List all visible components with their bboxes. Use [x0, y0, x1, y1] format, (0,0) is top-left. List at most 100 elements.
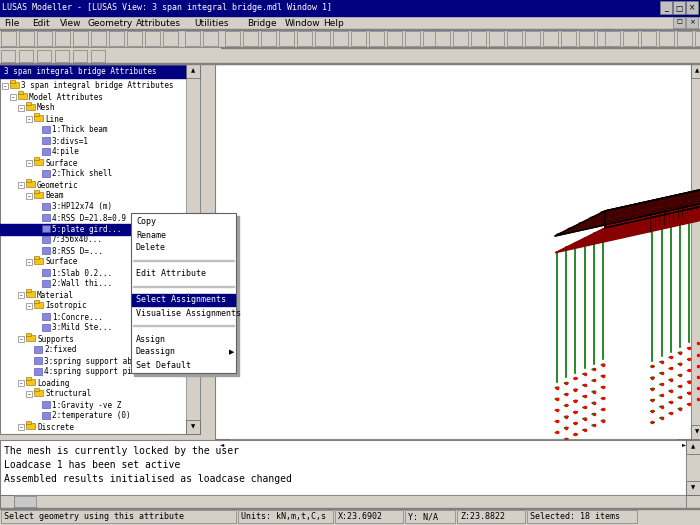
Bar	[73, 31, 88, 46]
Bar	[561, 31, 576, 46]
Text: -: -	[20, 336, 22, 342]
Bar	[215, 439, 691, 452]
Bar	[0, 30, 700, 48]
Bar	[315, 31, 330, 46]
Text: -: -	[20, 182, 22, 188]
Bar	[225, 31, 240, 46]
Bar	[91, 50, 105, 62]
Bar	[34, 159, 43, 165]
Bar	[34, 113, 38, 116]
Text: 2:Wall thi...: 2:Wall thi...	[52, 279, 112, 289]
Bar	[691, 425, 700, 439]
Bar	[423, 31, 438, 46]
Bar	[34, 190, 38, 193]
Bar	[297, 31, 312, 46]
Bar	[691, 64, 700, 439]
Text: -: -	[28, 391, 30, 397]
Text: Copy: Copy	[136, 217, 156, 226]
Bar	[42, 137, 50, 144]
Bar	[186, 64, 200, 434]
Bar	[26, 335, 35, 341]
Bar	[525, 31, 540, 46]
Text: □: □	[676, 19, 682, 25]
Text: Select geometry using this attribute: Select geometry using this attribute	[4, 512, 184, 521]
Bar	[73, 50, 87, 62]
Bar	[26, 289, 31, 292]
Text: Selected: 18 items: Selected: 18 items	[530, 512, 620, 521]
Bar	[26, 291, 35, 297]
Bar	[2, 83, 8, 89]
Bar	[453, 31, 468, 46]
Bar	[10, 94, 16, 100]
Text: Structural: Structural	[45, 390, 91, 398]
Bar	[26, 377, 31, 380]
Bar	[1, 510, 236, 523]
Bar	[677, 439, 691, 452]
Text: ▲: ▲	[191, 68, 195, 74]
Bar	[26, 181, 35, 187]
Text: Assign: Assign	[136, 334, 166, 343]
Text: Bridge: Bridge	[247, 18, 276, 27]
Bar	[203, 31, 218, 46]
Bar	[26, 259, 32, 265]
Bar	[34, 115, 43, 121]
Bar	[26, 423, 35, 429]
Bar	[42, 412, 50, 419]
Bar	[579, 31, 594, 46]
Bar	[26, 193, 32, 199]
Bar	[673, 17, 685, 28]
Bar	[34, 302, 43, 308]
Bar	[26, 102, 31, 105]
Text: Model Attributes: Model Attributes	[29, 92, 103, 101]
Bar	[686, 481, 700, 495]
Bar	[10, 80, 15, 83]
Text: Utilities: Utilities	[194, 18, 228, 27]
Text: 7:356x40...: 7:356x40...	[52, 236, 103, 245]
Bar	[623, 31, 638, 46]
Bar	[673, 1, 685, 14]
Bar	[333, 31, 348, 46]
Bar	[14, 496, 36, 507]
Bar	[37, 50, 51, 62]
Bar	[42, 214, 50, 221]
Bar	[686, 440, 700, 495]
Bar	[18, 105, 24, 111]
Bar	[335, 510, 403, 523]
Text: Geometry: Geometry	[88, 18, 133, 27]
Text: Surface: Surface	[45, 159, 78, 167]
Bar	[42, 324, 50, 331]
Text: ×: ×	[689, 4, 695, 13]
Text: 3:Mild Ste...: 3:Mild Ste...	[52, 323, 112, 332]
Text: Units: kN,m,t,C,s: Units: kN,m,t,C,s	[241, 512, 326, 521]
Bar	[34, 256, 38, 259]
Bar	[55, 50, 69, 62]
Text: Window: Window	[285, 18, 321, 27]
Bar	[238, 510, 333, 523]
Bar	[18, 292, 24, 298]
Text: -: -	[4, 83, 6, 89]
Text: □: □	[676, 4, 682, 13]
Bar	[677, 31, 692, 46]
Bar	[10, 82, 19, 88]
Text: -: -	[28, 259, 30, 265]
Bar	[405, 510, 455, 523]
Text: 8:RSS D=...: 8:RSS D=...	[52, 247, 103, 256]
Text: Z:23.8822: Z:23.8822	[460, 512, 505, 521]
Text: 2:temperature (0): 2:temperature (0)	[52, 412, 131, 421]
Text: 3 span integral bridge Attributes: 3 span integral bridge Attributes	[21, 81, 174, 90]
Bar	[26, 379, 35, 385]
Bar	[660, 1, 672, 14]
Bar	[18, 93, 27, 99]
Bar	[42, 236, 50, 243]
Bar	[42, 280, 50, 287]
Bar	[279, 31, 294, 46]
Bar	[369, 31, 384, 46]
Bar	[543, 31, 558, 46]
Bar	[18, 336, 24, 342]
Bar	[0, 508, 700, 509]
Bar	[18, 424, 24, 430]
Bar	[26, 104, 35, 110]
Bar	[42, 313, 50, 320]
Text: Visualise Assignments: Visualise Assignments	[136, 309, 241, 318]
Text: -: -	[28, 116, 30, 122]
